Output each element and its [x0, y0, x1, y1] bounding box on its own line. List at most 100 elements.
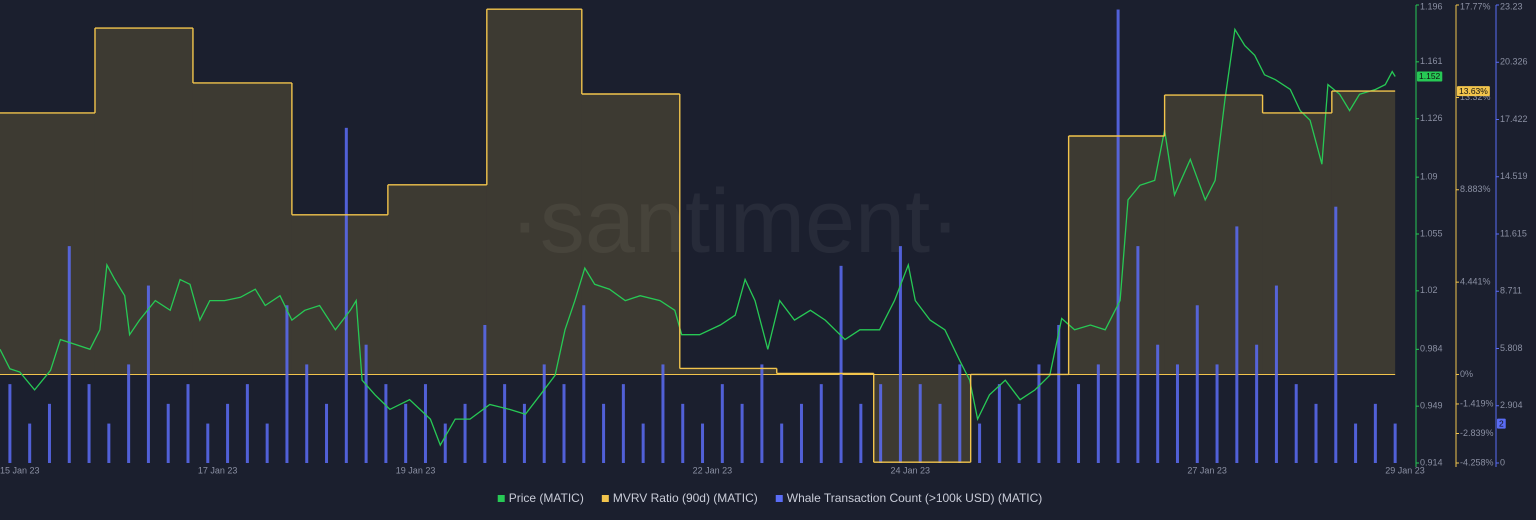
y-tick-label: 2.904	[1500, 400, 1523, 410]
x-tick-label: 29 Jan 23	[1385, 465, 1425, 475]
whale-bar	[701, 423, 705, 463]
whale-bar	[839, 265, 843, 463]
whale-bar	[1156, 344, 1160, 463]
mvrv-area	[1262, 112, 1332, 375]
whale-bar	[542, 364, 546, 463]
whale-bar	[463, 403, 467, 463]
mvrv-area	[94, 28, 193, 375]
whale-bar	[67, 246, 71, 463]
y-tick-label: -2.839%	[1460, 428, 1494, 438]
y-tick-label: 1.196	[1420, 1, 1443, 11]
y-tick-label: 11.615	[1500, 228, 1527, 238]
whale-bar	[305, 364, 309, 463]
whale-bar	[760, 364, 764, 463]
whale-bar	[1314, 403, 1318, 463]
value-badge: 13.63%	[1457, 86, 1490, 97]
legend-swatch	[497, 495, 505, 502]
mvrv-area	[291, 214, 388, 375]
whale-bar	[879, 384, 883, 463]
whale-bar	[245, 384, 249, 463]
watermark: ·santiment·	[510, 172, 960, 272]
whale-bar	[1096, 364, 1100, 463]
mvrv-area	[679, 368, 777, 375]
whale-bar	[285, 305, 289, 463]
y-tick-label: 8.883%	[1460, 184, 1491, 194]
y-tick-label: 0.984	[1420, 344, 1443, 354]
legend-swatch	[775, 495, 783, 502]
whale-bar	[997, 384, 1001, 463]
whale-bar	[602, 403, 606, 463]
y-tick-label: 13.32%	[1460, 92, 1491, 102]
whale-bar	[265, 423, 269, 463]
y-tick-label: 0.914	[1420, 457, 1443, 467]
y-tick-label: 14.519	[1500, 171, 1528, 181]
whale-bar	[8, 384, 12, 463]
y-tick-label: 8.711	[1500, 286, 1522, 296]
whale-bar	[1274, 285, 1278, 463]
whale-bar	[1334, 206, 1338, 464]
whale-bar	[681, 403, 685, 463]
mvrv-area	[1331, 91, 1396, 375]
whale-bar	[503, 384, 507, 463]
legend-label: MVRV Ratio (90d) (MATIC)	[613, 491, 758, 505]
mvrv-area	[0, 112, 95, 375]
mvrv-area	[1164, 95, 1263, 375]
x-tick-label: 22 Jan 23	[693, 465, 733, 475]
whale-bar	[1116, 9, 1120, 463]
y-tick-label: -4.258%	[1460, 457, 1494, 467]
layer-bars	[8, 9, 1397, 464]
legend: Price (MATIC) MVRV Ratio (90d) (MATIC) Wha…	[497, 491, 1043, 505]
legend-swatch	[601, 495, 609, 502]
whale-bar	[186, 384, 190, 463]
legend-label: Price (MATIC)	[509, 491, 584, 505]
whale-bar	[28, 423, 32, 463]
x-tick-label: 17 Jan 23	[198, 465, 238, 475]
layer-lines	[0, 8, 1396, 463]
whale-bar	[127, 364, 131, 463]
whale-bar	[918, 384, 922, 463]
whale-bar	[107, 423, 111, 463]
whale-bar	[166, 403, 170, 463]
whale-bar	[47, 403, 51, 463]
whale-bar	[364, 344, 368, 463]
value-badge: 1.152	[1417, 71, 1443, 82]
whale-bar	[423, 384, 427, 463]
whale-bar	[404, 403, 408, 463]
mvrv-area	[486, 9, 582, 375]
mvrv-area	[873, 374, 971, 463]
whale-bar	[1294, 384, 1298, 463]
whale-bar	[740, 403, 744, 463]
whale-bar	[621, 384, 625, 463]
whale-bar	[1235, 226, 1239, 463]
whale-bar	[562, 384, 566, 463]
badge-text: 2	[1499, 418, 1504, 428]
y-tick-label: -1.419%	[1460, 398, 1494, 408]
badge-box	[1417, 71, 1443, 82]
whale-bar	[146, 285, 150, 463]
whale-bar	[443, 423, 447, 463]
y-tick-label: 20.326	[1500, 57, 1528, 67]
price-line	[0, 27, 1396, 447]
whale-bar	[1373, 403, 1377, 463]
whale-bar	[344, 127, 348, 464]
y-tick-label: 0	[1500, 457, 1505, 467]
whale-bar	[1077, 384, 1081, 463]
whale-bar	[1175, 364, 1179, 463]
y-tick-label: 0%	[1460, 369, 1473, 379]
whale-bar	[938, 403, 942, 463]
whale-bar	[978, 423, 982, 463]
whale-bar	[1393, 423, 1397, 463]
badge-box	[1457, 86, 1490, 97]
whale-bar	[958, 364, 962, 463]
x-tick-label: 19 Jan 23	[396, 465, 436, 475]
whale-bar	[720, 384, 724, 463]
whale-bar	[780, 423, 784, 463]
y-tick-label: 23.23	[1500, 1, 1523, 11]
mvrv-area	[581, 93, 680, 375]
legend-label: Whale Transaction Count (>100k USD) (MAT…	[787, 491, 1043, 505]
mvrv-area	[387, 184, 487, 375]
whale-bar	[1017, 403, 1021, 463]
